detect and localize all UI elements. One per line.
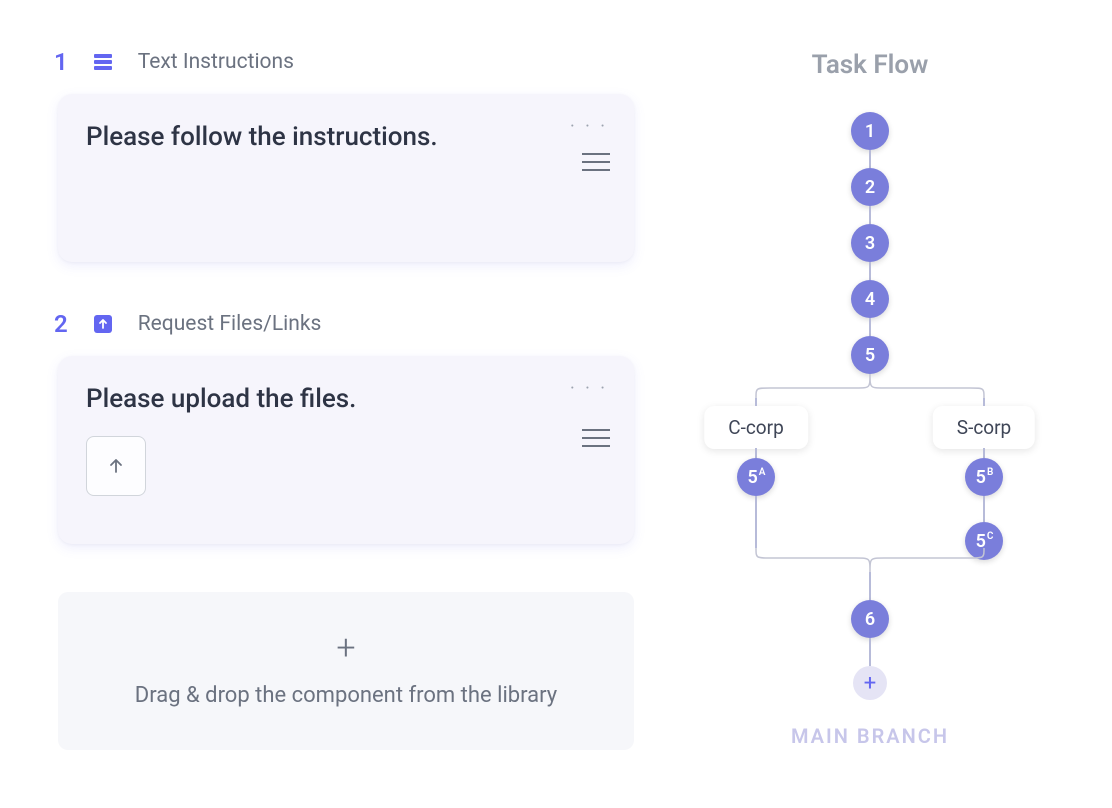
flow-connector <box>869 150 871 168</box>
card-menu-1[interactable]: · · · <box>570 116 608 137</box>
flow-connector <box>869 572 871 600</box>
task-flow-canvas: 12345C-corp5AS-corp5B5C6+MAIN BRANCH <box>680 112 1060 742</box>
branch-label-s-corp[interactable]: S-corp <box>933 406 1035 449</box>
add-step-button[interactable]: + <box>853 666 887 700</box>
flow-connector <box>755 448 757 458</box>
flow-connector <box>869 206 871 224</box>
instruction-text-1: Please follow the instructions. <box>86 122 606 152</box>
split-bracket <box>756 374 984 398</box>
step-header-2: 2 Request Files/Links <box>0 310 660 338</box>
drag-handle-icon[interactable] <box>582 428 610 452</box>
flow-node-6[interactable]: 6 <box>851 600 889 638</box>
branch-label-c-corp[interactable]: C-corp <box>704 406 808 449</box>
drag-handle-icon[interactable] <box>582 152 610 176</box>
flow-node-5[interactable]: 5 <box>851 336 889 374</box>
step-number-1: 1 <box>54 48 68 76</box>
flow-node-2[interactable]: 2 <box>851 168 889 206</box>
flow-connector <box>755 398 757 406</box>
flow-node-3[interactable]: 3 <box>851 224 889 262</box>
dropzone-text: Drag & drop the component from the libra… <box>135 681 557 712</box>
flow-connector <box>869 638 871 666</box>
step-header-1: 1 Text Instructions <box>0 48 660 76</box>
flow-connector <box>869 318 871 336</box>
upload-button[interactable] <box>86 436 146 496</box>
flow-node-5A[interactable]: 5A <box>737 458 775 496</box>
instruction-card-2: Please upload the files. · · · <box>58 356 634 544</box>
flow-connector <box>983 448 985 458</box>
flow-node-1[interactable]: 1 <box>851 112 889 150</box>
instruction-text-2: Please upload the files. <box>86 384 606 414</box>
flow-node-4[interactable]: 4 <box>851 280 889 318</box>
flow-connector <box>983 496 985 522</box>
upload-badge-icon <box>92 313 114 335</box>
task-flow-title: Task Flow <box>660 50 1080 80</box>
instruction-card-1: Please follow the instructions. · · · <box>58 94 634 262</box>
step-number-2: 2 <box>54 310 68 338</box>
list-icon <box>92 51 114 73</box>
flow-connector <box>755 496 757 548</box>
flow-node-5B[interactable]: 5B <box>965 458 1003 496</box>
card-menu-2[interactable]: · · · <box>570 378 608 399</box>
flow-connector <box>983 398 985 406</box>
component-dropzone[interactable]: + Drag & drop the component from the lib… <box>58 592 634 750</box>
flow-footer-label: MAIN BRANCH <box>791 724 949 748</box>
merge-bracket <box>756 548 984 572</box>
step-title-2: Request Files/Links <box>138 312 322 336</box>
step-title-1: Text Instructions <box>138 50 294 74</box>
flow-connector <box>869 262 871 280</box>
plus-icon: + <box>336 631 355 665</box>
